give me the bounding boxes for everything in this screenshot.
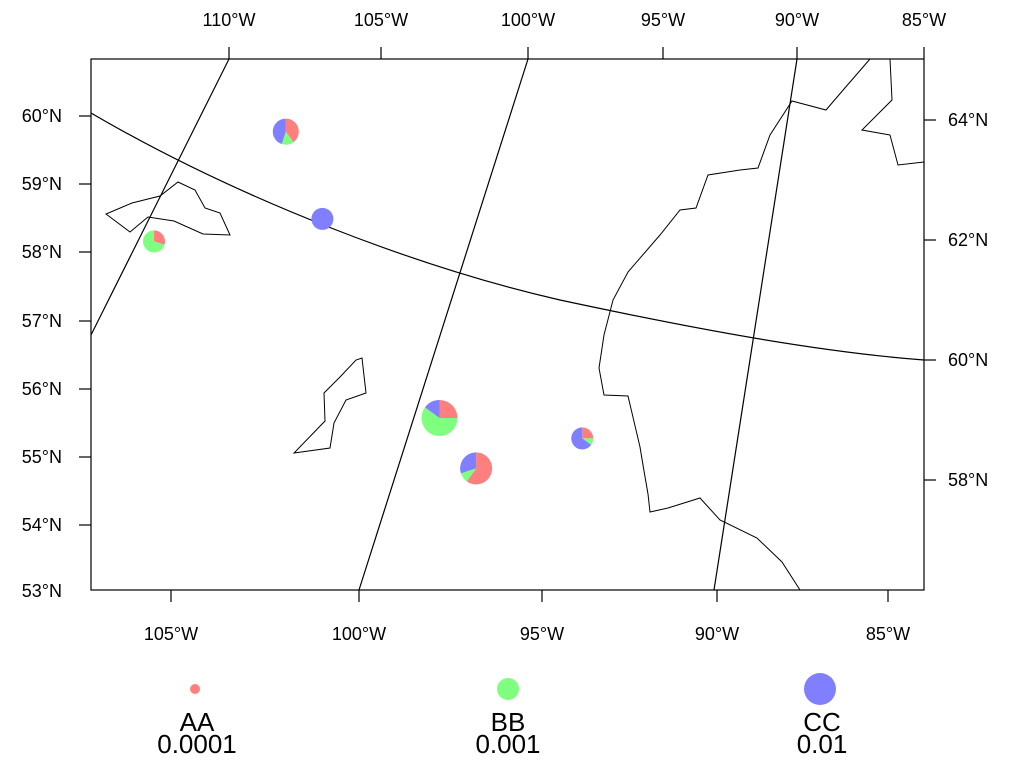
left-lat-label: 59°N: [22, 174, 62, 194]
pie-slice-bb: [281, 131, 294, 145]
pie-slice-bb: [582, 438, 594, 445]
coastlines: [105, 58, 925, 591]
bottom-lon-label: 85°W: [866, 624, 910, 644]
pie-slice-cc: [571, 427, 592, 450]
legend-value: 0.01: [797, 729, 848, 759]
right-ticks: [924, 119, 936, 481]
legend-name: CC: [803, 707, 841, 737]
left-lat-label: 57°N: [22, 311, 62, 331]
legend-value: 0.0001: [157, 729, 237, 759]
pie-slice-cc: [424, 399, 440, 418]
bottom-ticks: [170, 590, 889, 602]
left-lat-label: 58°N: [22, 242, 62, 262]
pie-slice-cc: [460, 452, 477, 474]
lake-outline: [292, 357, 367, 454]
bottom-lon-labels: 105°W 100°W 95°W 90°W 85°W: [144, 624, 910, 644]
legend-marker-bb: [497, 678, 519, 700]
meridian-line: [90, 58, 230, 336]
bottom-lon-label: 100°W: [332, 624, 386, 644]
meridian-line: [358, 58, 529, 591]
left-ticks: [79, 115, 91, 526]
top-lon-label: 100°W: [501, 10, 555, 30]
top-lon-label: 95°W: [641, 10, 685, 30]
pie-slice-bb: [460, 468, 477, 482]
top-ticks: [228, 47, 925, 59]
graticule: [90, 58, 925, 591]
pie-slice-aa: [582, 427, 594, 439]
right-lat-label: 60°N: [948, 350, 988, 370]
bay-coastline: [598, 58, 871, 591]
pie-slice-aa: [154, 230, 166, 245]
left-lat-label: 53°N: [22, 581, 62, 601]
pie-marker: [460, 452, 493, 485]
map-frame: [90, 58, 925, 591]
left-lat-label: 54°N: [22, 515, 62, 535]
pie-marker: [311, 207, 334, 230]
right-lat-labels: 64°N 62°N 60°N 58°N: [948, 110, 988, 490]
pie-slice-aa: [466, 452, 493, 485]
bottom-lon-label: 105°W: [144, 624, 198, 644]
top-lon-label: 85°W: [902, 10, 946, 30]
legend-value: 0.001: [475, 729, 540, 759]
pie-markers: [143, 118, 594, 485]
meridian-line: [713, 58, 798, 591]
top-lon-label: 110°W: [203, 10, 256, 30]
legend: AA 0.0001 BB 0.001 CC 0.01: [157, 673, 847, 759]
pie-slice-cc: [311, 207, 334, 230]
pie-marker: [143, 230, 166, 253]
right-lat-label: 58°N: [948, 470, 988, 490]
pie-slice-aa: [439, 399, 458, 418]
pie-slice-cc: [272, 118, 286, 145]
left-lat-label: 56°N: [22, 379, 62, 399]
pie-marker: [571, 427, 594, 450]
left-lat-label: 55°N: [22, 447, 62, 467]
island-outline: [105, 181, 231, 236]
pie-slice-bb: [421, 407, 458, 436]
bottom-lon-label: 90°W: [695, 624, 739, 644]
top-lon-label: 105°W: [354, 10, 408, 30]
pie-marker: [272, 118, 299, 145]
bay-inlet-coastline: [860, 58, 925, 166]
legend-marker-cc: [804, 673, 836, 705]
pie-slice-bb: [143, 230, 165, 253]
legend-name: AA: [180, 707, 215, 737]
pie-marker: [421, 399, 458, 436]
legend-name: BB: [491, 707, 526, 737]
top-lon-labels: 110°W 105°W 100°W 95°W 90°W 85°W: [203, 10, 947, 30]
left-lat-label: 60°N: [22, 106, 62, 126]
bottom-lon-label: 95°W: [520, 624, 564, 644]
right-lat-label: 64°N: [948, 110, 988, 130]
legend-marker-aa: [190, 684, 200, 694]
parallel-line: [90, 112, 925, 361]
pie-slice-aa: [285, 118, 299, 143]
top-lon-label: 90°W: [775, 10, 819, 30]
right-lat-label: 62°N: [948, 230, 988, 250]
left-lat-labels: 60°N 59°N 58°N 57°N 56°N 55°N 54°N 53°N: [22, 106, 62, 601]
